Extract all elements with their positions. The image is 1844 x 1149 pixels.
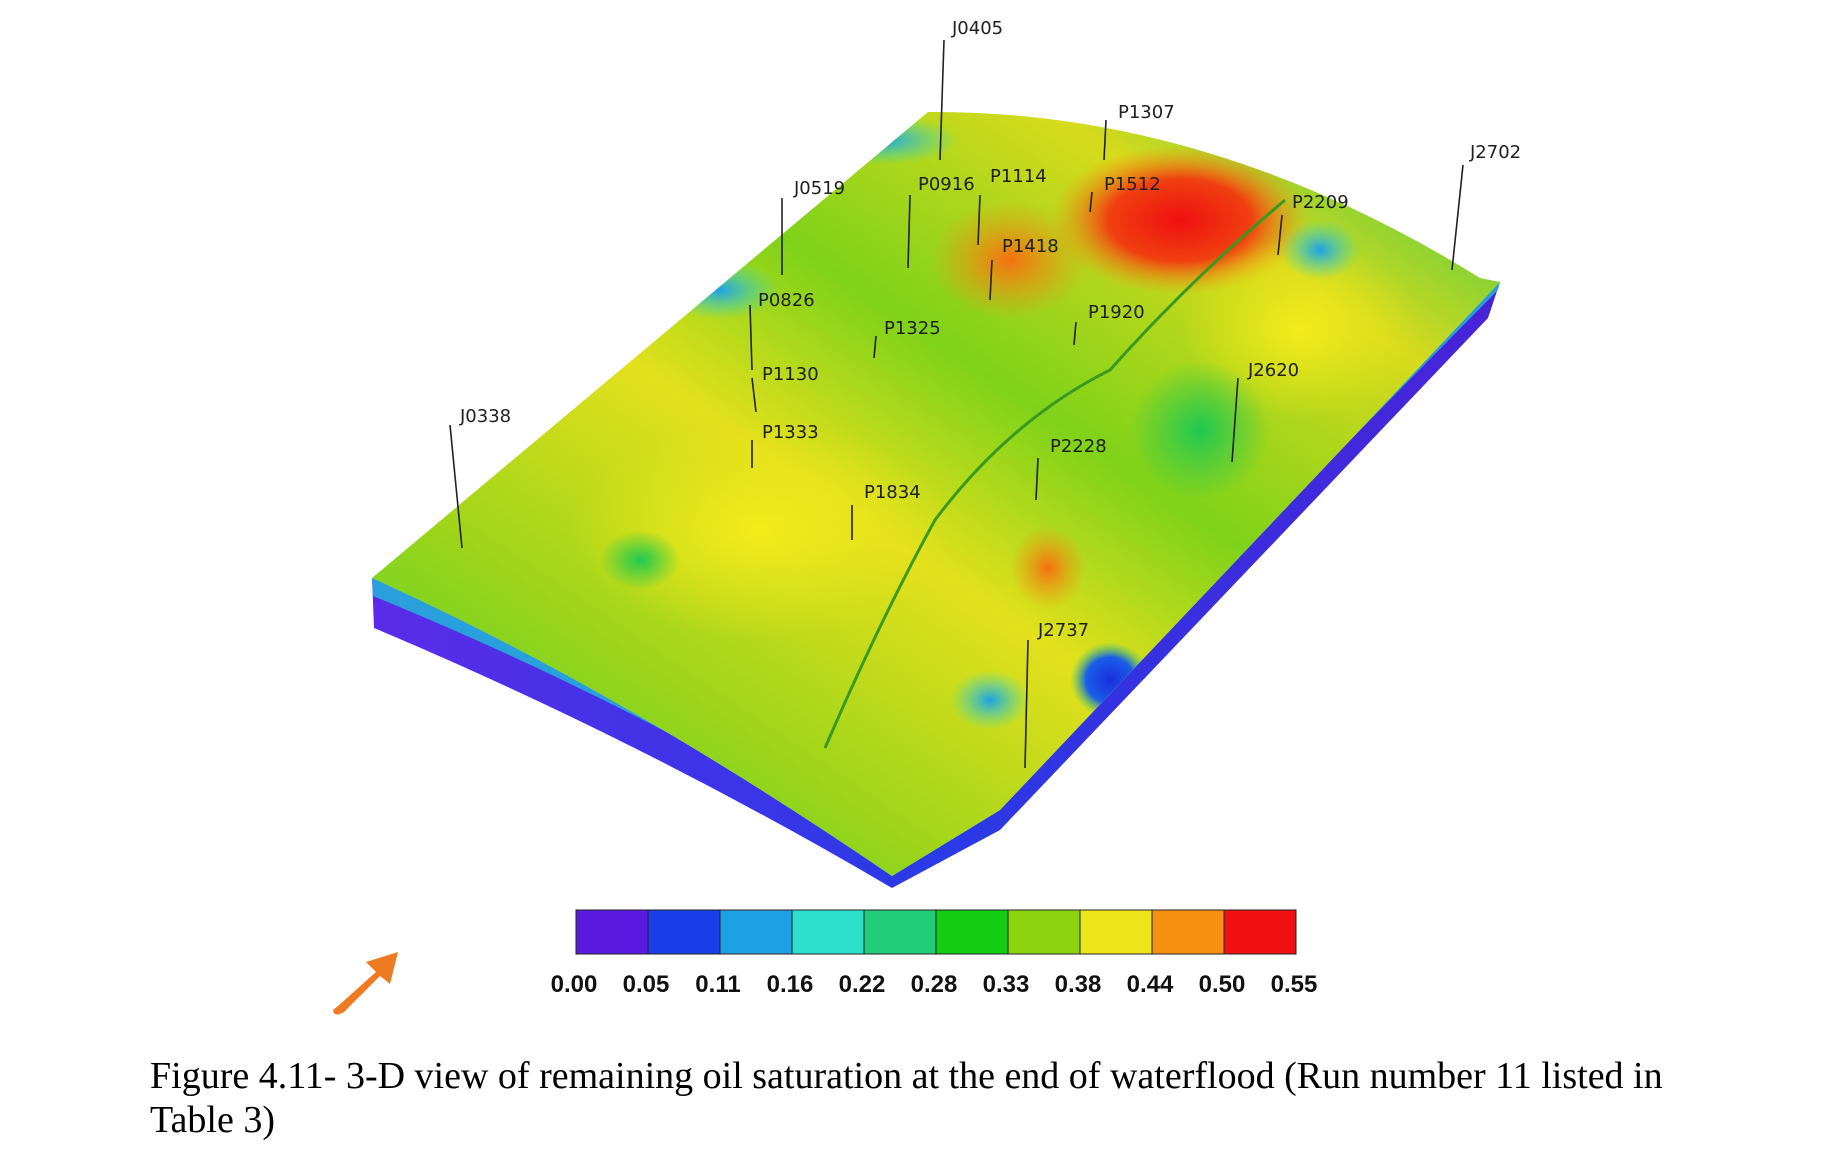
color-bar-segment	[719, 909, 793, 955]
orientation-arrow-icon	[333, 952, 398, 1015]
well-label: P0916	[918, 174, 975, 195]
reservoir-base-layer	[372, 282, 1500, 888]
well-line	[989, 259, 993, 301]
well-line	[939, 39, 945, 161]
well-p1114: P1114	[977, 166, 1047, 246]
well-label: P1333	[762, 422, 819, 443]
saturation-color-bar: 0.00 0.05 0.11 0.16 0.22 0.28 0.33 0.38 0.44 0.50…	[551, 909, 1318, 998]
well-line	[907, 194, 911, 269]
well-label: P2228	[1050, 436, 1107, 457]
color-bar-tick-label: 0.11	[695, 971, 740, 998]
color-bar-segment	[1223, 909, 1297, 955]
well-p1920: P1920	[1073, 302, 1145, 346]
well-label: J2620	[1247, 360, 1299, 381]
fault-line	[823, 198, 1286, 749]
well-label: P0826	[758, 290, 815, 311]
color-bar-tick-label: 0.33	[983, 971, 1030, 998]
well-line	[449, 424, 463, 549]
color-bar-segment	[1007, 909, 1081, 955]
well-p1512: P1512	[1089, 174, 1161, 213]
well-label: P2209	[1292, 192, 1349, 213]
well-p1834: P1834	[851, 482, 921, 540]
well-line	[1231, 377, 1239, 463]
well-line	[1277, 214, 1283, 256]
well-j0405: J0405	[939, 18, 1003, 161]
yellow-zone	[570, 420, 950, 640]
green-zone	[600, 530, 680, 590]
green-zone	[1130, 360, 1270, 500]
well-p1418: P1418	[989, 236, 1059, 301]
well-line	[751, 377, 757, 413]
well-line	[749, 304, 753, 371]
well-label: P1307	[1118, 102, 1175, 123]
well-j2702: J2702	[1451, 142, 1521, 271]
well-line	[1024, 639, 1029, 769]
color-bar-segment	[575, 909, 649, 955]
color-bar-tick-label: 0.28	[911, 971, 958, 998]
well-j2737: J2737	[1024, 620, 1089, 769]
well-line	[1089, 191, 1093, 213]
cyan-zone	[950, 670, 1030, 730]
well-p1325: P1325	[873, 318, 941, 359]
well-p0916: P0916	[907, 174, 975, 269]
color-bar-segment	[647, 909, 721, 955]
well-line	[977, 194, 981, 246]
well-line	[1451, 164, 1464, 271]
well-j0519: J0519	[781, 178, 845, 275]
color-bar-tick-label: 0.22	[839, 971, 886, 998]
well-line	[873, 335, 877, 359]
color-bar-segment	[935, 909, 1009, 955]
orange-zone	[930, 200, 1090, 320]
well-p0826: P0826	[749, 290, 815, 371]
well-label: J2702	[1469, 142, 1521, 163]
well-label: P1418	[1002, 236, 1059, 257]
color-bar-segment	[1151, 909, 1225, 955]
well-label: J0338	[459, 406, 511, 427]
well-label: J0405	[951, 18, 1003, 39]
reservoir-model	[372, 111, 1500, 888]
color-bar-tick-label: 0.00	[551, 971, 598, 998]
color-bar-tick-label: 0.16	[767, 971, 814, 998]
color-bar-tick-label: 0.05	[623, 971, 670, 998]
figure-caption: Figure 4.11- 3-D view of remaining oil s…	[150, 1055, 1663, 1141]
color-bar-tick-label: 0.55	[1271, 971, 1318, 998]
well-label: J2737	[1037, 620, 1089, 641]
well-j2620: J2620	[1231, 360, 1299, 463]
well-line	[1103, 119, 1107, 161]
well-line	[1073, 321, 1077, 346]
well-p1307: P1307	[1103, 102, 1175, 161]
color-bar-segment	[791, 909, 865, 955]
well-j0338: J0338	[449, 406, 511, 549]
well-markers: J0405 P1307 J2702 J0519 P0916 P1114 P1512 P2209…	[449, 18, 1521, 769]
well-label: P1130	[762, 364, 819, 385]
color-bar-segment	[863, 909, 937, 955]
well-p1333: P1333	[751, 422, 819, 468]
color-bar-segment	[1079, 909, 1153, 955]
well-label: P1114	[990, 166, 1047, 187]
well-label: P1512	[1104, 174, 1161, 195]
color-bar-tick-label: 0.38	[1055, 971, 1102, 998]
well-label: J0519	[793, 178, 845, 199]
well-p1130: P1130	[751, 364, 819, 413]
well-p2209: P2209	[1277, 192, 1349, 256]
color-bar-tick-label: 0.44	[1127, 971, 1174, 998]
well-label: P1920	[1088, 302, 1145, 323]
well-label: P1325	[884, 318, 941, 339]
well-line	[1035, 457, 1039, 501]
cyan-zone	[800, 115, 960, 165]
well-label: P1834	[864, 482, 921, 503]
green-zone	[1280, 220, 1360, 280]
orange-zone	[1010, 526, 1086, 610]
well-p2228: P2228	[1035, 436, 1107, 501]
color-bar-tick-label: 0.50	[1199, 971, 1246, 998]
